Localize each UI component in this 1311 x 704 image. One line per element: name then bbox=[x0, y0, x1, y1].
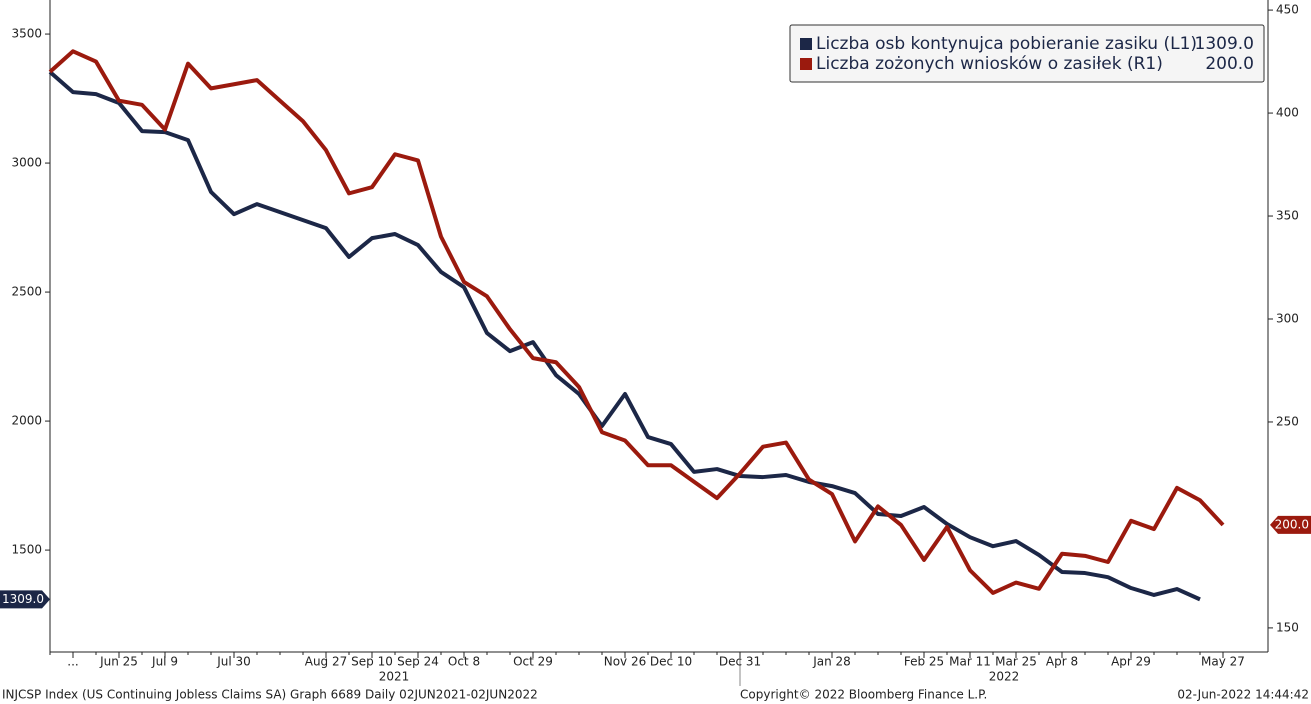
legend bbox=[789, 24, 1265, 83]
year-label: 2021 bbox=[379, 670, 410, 684]
legend-label: Liczba osb kontynujca pobieranie zasiku … bbox=[816, 34, 1197, 54]
value-tag bbox=[1270, 515, 1311, 534]
x-tick-label: Sep 24 bbox=[397, 655, 439, 669]
x-tick-label: Mar 11 bbox=[949, 655, 991, 669]
legend-swatch bbox=[800, 58, 812, 70]
y2-tick-label: 350 bbox=[1276, 209, 1299, 223]
y2-tick-label: 300 bbox=[1276, 311, 1299, 325]
x-tick-label: Jan 28 bbox=[812, 655, 851, 669]
x-tick-label: Sep 10 bbox=[351, 655, 393, 669]
x-tick-label: Feb 25 bbox=[904, 655, 944, 669]
x-tick-label: Dec 31 bbox=[719, 655, 761, 669]
value-tag-label: 1309.0 bbox=[2, 592, 44, 606]
y-tick-label: 2000 bbox=[11, 414, 42, 428]
x-tick-label: May 27 bbox=[1201, 655, 1245, 669]
x-tick-label: Jul 30 bbox=[216, 655, 251, 669]
y2-tick-label: 400 bbox=[1276, 106, 1299, 120]
x-tick-label: Dec 10 bbox=[650, 655, 692, 669]
x-tick-label: Jun 25 bbox=[99, 655, 138, 669]
value-tag bbox=[0, 590, 50, 609]
y-tick-label: 2500 bbox=[11, 285, 42, 299]
x-tick-label: Mar 25 bbox=[995, 655, 1037, 669]
year-label: 2022 bbox=[989, 670, 1020, 684]
x-tick-label: Aug 27 bbox=[305, 655, 348, 669]
x-tick-label: Oct 8 bbox=[448, 655, 480, 669]
value-tag-label: 200.0 bbox=[1275, 517, 1309, 531]
y2-tick-label: 250 bbox=[1276, 414, 1299, 428]
x-tick-label: Nov 26 bbox=[604, 655, 647, 669]
footer-center: Copyright© 2022 Bloomberg Finance L.P. bbox=[740, 688, 987, 702]
x-tick-label: Jul 9 bbox=[151, 655, 178, 669]
y2-tick-label: 150 bbox=[1276, 620, 1299, 634]
y2-tick-label: 450 bbox=[1276, 3, 1299, 17]
y-tick-label: 3500 bbox=[11, 27, 42, 41]
x-tick-label: Apr 29 bbox=[1111, 655, 1151, 669]
x-tick-label: Apr 8 bbox=[1046, 655, 1078, 669]
series-line bbox=[48, 70, 1201, 602]
x-tick-label: Oct 29 bbox=[513, 655, 553, 669]
legend-label: Liczba zożonych wniosków o zasiłek (R1) bbox=[816, 54, 1163, 74]
x-tick-label: ... bbox=[67, 655, 78, 669]
legend-value: 1309.0 bbox=[1195, 34, 1254, 54]
legend-value: 200.0 bbox=[1205, 54, 1254, 74]
footer-right: 02-Jun-2022 14:44:42 bbox=[1177, 688, 1309, 702]
series-line bbox=[48, 49, 1225, 595]
y-tick-label: 3000 bbox=[11, 156, 42, 170]
footer-left: INJCSP Index (US Continuing Jobless Clai… bbox=[2, 688, 538, 702]
y-tick-label: 1500 bbox=[11, 543, 42, 557]
legend-swatch bbox=[800, 38, 812, 50]
